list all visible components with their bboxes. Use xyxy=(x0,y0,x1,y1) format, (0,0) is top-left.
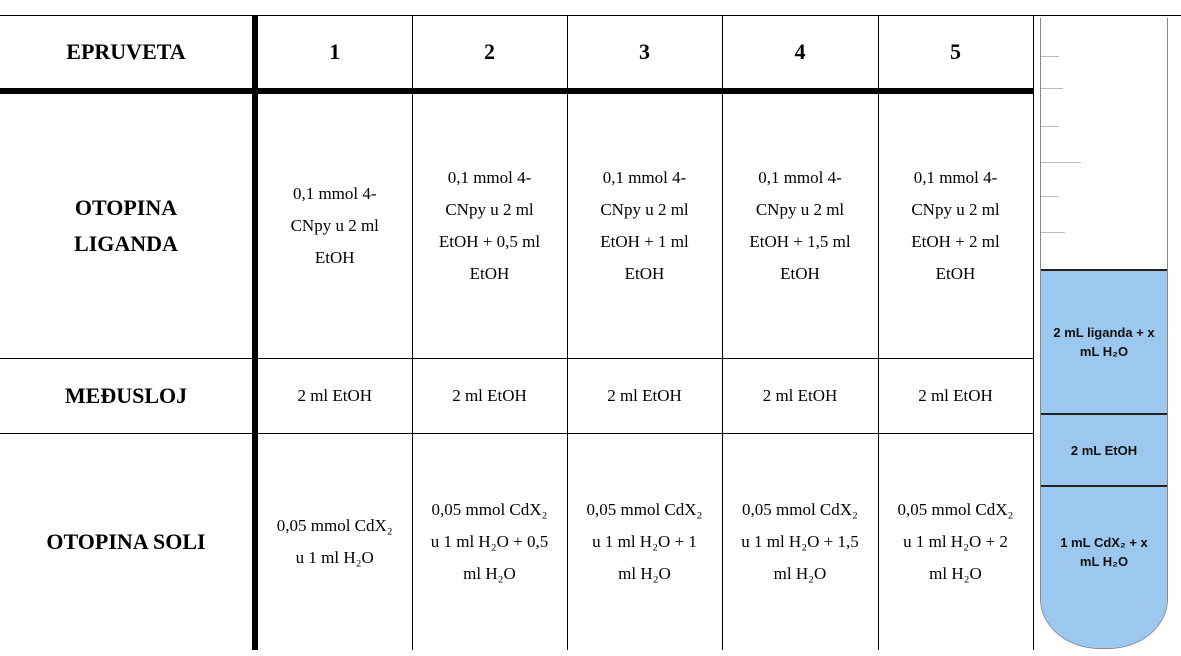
tube-tick xyxy=(1041,56,1059,57)
table-cell: 0,05 mmol CdX₂ u 1 ml H₂O + 2 ml H₂O xyxy=(877,433,1034,650)
tube-tick xyxy=(1041,162,1081,163)
table-cell: 0,1 mmol 4-CNpy u 2 ml EtOH + 1 ml EtOH xyxy=(566,90,723,359)
header-cell: 3 xyxy=(566,15,723,94)
table-cell: 0,1 mmol 4-CNpy u 2 ml EtOH + 1,5 ml EtO… xyxy=(721,90,879,359)
table-cell: 0,1 mmol 4-CNpy u 2 ml EtOH xyxy=(254,90,413,359)
table-cell: 0,05 mmol CdX₂ u 1 ml H₂O + 0,5 ml H₂O xyxy=(411,433,568,650)
header-cell: 4 xyxy=(721,15,879,94)
tube-tick xyxy=(1041,232,1065,233)
tube-tick xyxy=(1041,88,1063,89)
table-cell: 0,05 mmol CdX₂ u 1 ml H₂O xyxy=(254,433,413,650)
header-cell: 2 xyxy=(411,15,568,94)
tube-layer-label: 1 mL CdX₂ + x mL H₂O xyxy=(1060,535,1148,569)
test-tube: 2 mL liganda + x mL H₂O 2 mL EtOH 1 mL C… xyxy=(1040,18,1168,649)
header-row: EPRUVETA 1 2 3 4 5 xyxy=(0,15,1034,94)
row-label: MEĐUSLOJ xyxy=(0,358,258,434)
tube-liquid: 2 mL liganda + x mL H₂O 2 mL EtOH 1 mL C… xyxy=(1041,269,1167,648)
layer-boundary xyxy=(1041,485,1167,487)
table-row: MEĐUSLOJ 2 ml EtOH 2 ml EtOH 2 ml EtOH 2 ml … xyxy=(0,358,1034,434)
table-cell: 2 ml EtOH xyxy=(877,358,1034,434)
tube-layer-label: 2 mL liganda + x mL H₂O xyxy=(1053,325,1155,359)
tube-layer-label: 2 mL EtOH xyxy=(1070,442,1138,458)
header-cell: 5 xyxy=(877,15,1034,94)
table-cell: 0,1 mmol 4-CNpy u 2 ml EtOH + 0,5 ml EtO… xyxy=(411,90,568,359)
experiment-table: EPRUVETA 1 2 3 4 5 OTOPINA LIGANDA 0,1 mmol 4-C… xyxy=(0,15,1034,650)
row-label: OTOPINA SOLI xyxy=(0,433,258,650)
table-cell: 2 ml EtOH xyxy=(721,358,879,434)
layer-boundary xyxy=(1041,413,1167,415)
table-cell: 2 ml EtOH xyxy=(566,358,723,434)
tube-tick xyxy=(1041,196,1059,197)
table-cell: 2 ml EtOH xyxy=(411,358,568,434)
tube-tick xyxy=(1041,126,1059,127)
table-cell: 0,05 mmol CdX₂ u 1 ml H₂O + 1 ml H₂O xyxy=(566,433,723,650)
table-body: EPRUVETA 1 2 3 4 5 OTOPINA LIGANDA 0,1 mmol 4-C… xyxy=(0,15,1034,650)
table-row: OTOPINA SOLI 0,05 mmol CdX₂ u 1 ml H₂O 0,0… xyxy=(0,433,1034,650)
table-cell: 0,1 mmol 4-CNpy u 2 ml EtOH + 2 ml EtOH xyxy=(877,90,1034,359)
table-row: OTOPINA LIGANDA 0,1 mmol 4-CNpy u 2 ml Et… xyxy=(0,90,1034,359)
row-label: OTOPINA LIGANDA xyxy=(0,90,258,359)
table-cell: 2 ml EtOH xyxy=(254,358,413,434)
header-cell: 1 xyxy=(254,15,413,94)
table-cell: 0,05 mmol CdX₂ u 1 ml H₂O + 1,5 ml H₂O xyxy=(721,433,879,650)
header-cell: EPRUVETA xyxy=(0,15,258,94)
